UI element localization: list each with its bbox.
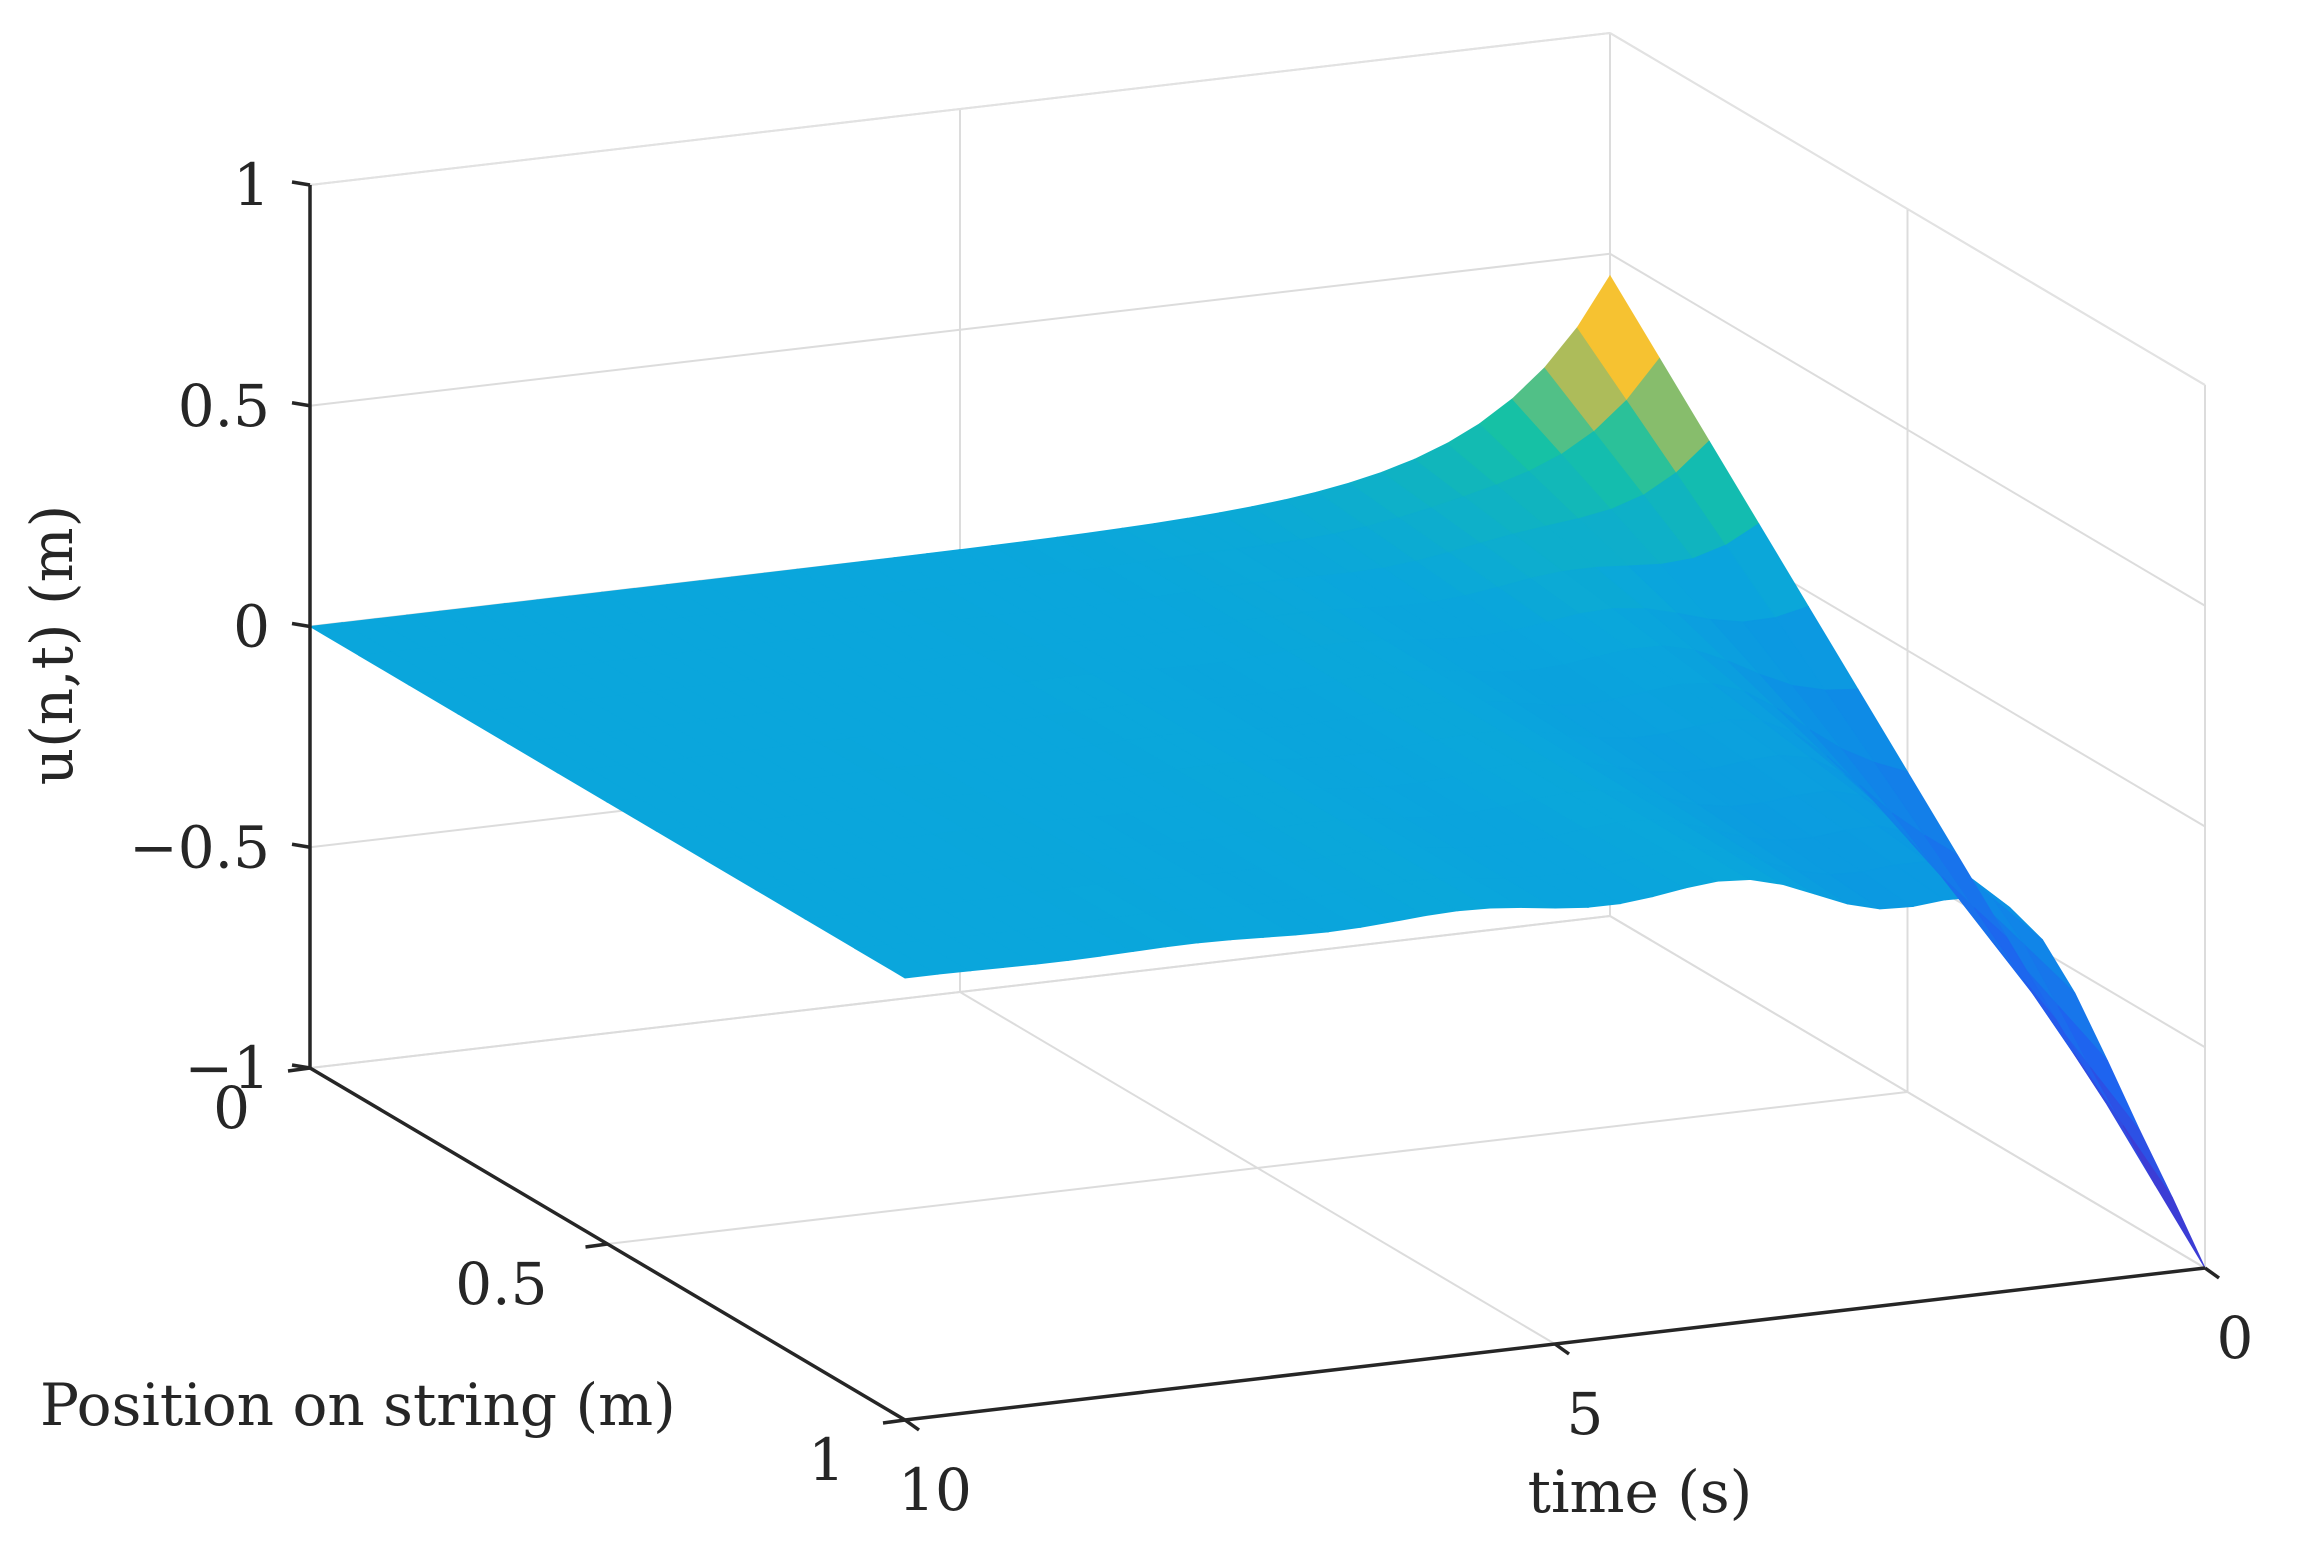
z-tick (291, 401, 311, 408)
time-tick (1553, 1342, 1571, 1356)
z-tick-label: 0.5 (178, 372, 270, 440)
position-tick (287, 1066, 311, 1073)
surface-patch (2122, 1125, 2206, 1269)
time-tick-label: 10 (898, 1456, 972, 1524)
box-top-edge (309, 32, 1611, 186)
axes (287, 180, 2221, 1432)
z-tick-label: −1 (185, 1034, 271, 1102)
z-tick (291, 180, 311, 187)
position-tick-label: 0 (213, 1074, 250, 1142)
z-tick-label: −0.5 (129, 813, 270, 881)
time-tick-label: 5 (1567, 1380, 1604, 1448)
surface-patch (2089, 1067, 2173, 1199)
grid-line-p-floor (309, 915, 1611, 1069)
y-axis-label: Position on string (m) (40, 1371, 676, 1439)
z-tick (291, 621, 311, 629)
position-tick (882, 1418, 906, 1425)
position-tick-label: 1 (808, 1426, 845, 1494)
z-tick-label: 0 (233, 593, 270, 661)
grid-line-p-floor (607, 1091, 1908, 1245)
surface-mesh (308, 274, 2206, 1269)
x-axis-label: time (s) (1528, 1458, 1753, 1526)
position-tick-label: 0.5 (455, 1250, 547, 1318)
time-tick (903, 1418, 921, 1432)
time-tick-label: 0 (2217, 1304, 2254, 1372)
z-tick (291, 842, 311, 849)
time-tick (2203, 1266, 2221, 1280)
z-axis-label: u(n,t) (m) (18, 505, 86, 785)
z-tick-label: 1 (233, 151, 270, 219)
box-top-side (1609, 32, 2206, 386)
position-tick (585, 1242, 608, 1249)
surface-patch (2072, 1052, 2156, 1186)
surface-patch (2057, 1005, 2141, 1132)
